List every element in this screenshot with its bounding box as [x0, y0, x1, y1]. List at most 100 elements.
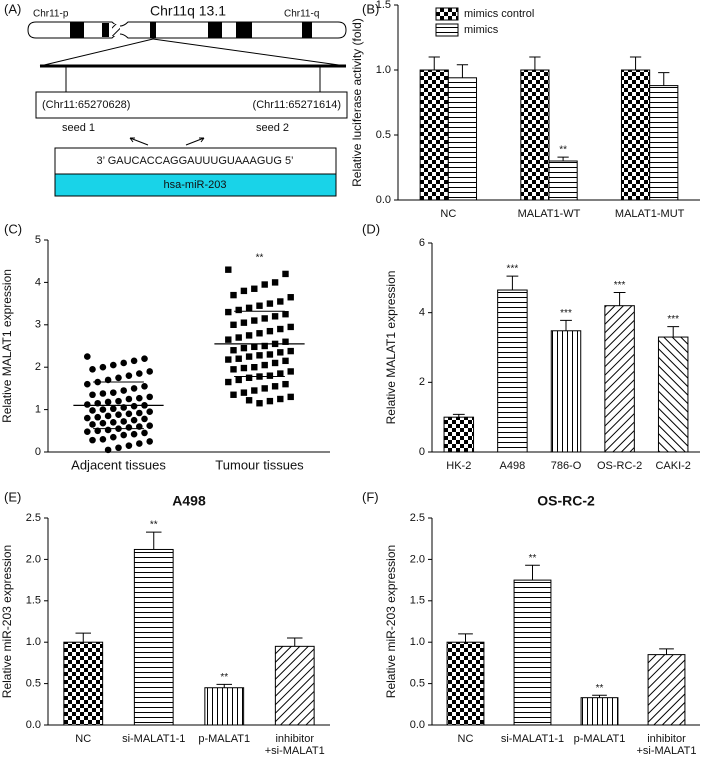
- diagram-title: Chr11q 13.1: [150, 3, 226, 19]
- bar: [520, 69, 550, 201]
- bands: [70, 22, 312, 38]
- point: [99, 419, 107, 427]
- point: [271, 279, 279, 286]
- x-tick-label: OS-RC-2: [597, 460, 642, 472]
- point: [84, 414, 91, 422]
- bar: [580, 697, 619, 726]
- arm-label: Chr11-p: [33, 9, 69, 20]
- y-axis-label: Relative luciferase activity (fold): [350, 18, 364, 187]
- point: [89, 366, 96, 373]
- point: [146, 422, 153, 430]
- bar: [620, 69, 651, 201]
- point: [240, 364, 248, 372]
- point: [146, 438, 153, 445]
- point: [245, 397, 253, 404]
- point: [251, 285, 258, 292]
- point: [266, 397, 274, 405]
- x-tick-label: inhibitor +si-MALAT1: [265, 733, 325, 757]
- panel-label: (E): [4, 489, 21, 504]
- point: [136, 409, 143, 417]
- x-tick-label: inhibitor +si-MALAT1: [636, 733, 696, 757]
- y-tick-label: 2.5: [410, 512, 425, 524]
- y-tick-label: 0.5: [26, 678, 41, 690]
- point: [120, 431, 127, 439]
- x-tick-label: 786-O: [551, 460, 582, 472]
- bar: [447, 77, 478, 201]
- centromere: [112, 24, 120, 36]
- y-axis-label: Relative MALAT1 expression: [0, 269, 14, 423]
- error-bar: [529, 56, 541, 70]
- mirna-box: [54, 173, 337, 197]
- point: [89, 407, 96, 414]
- significance: ***: [614, 280, 626, 291]
- point: [141, 429, 148, 437]
- point: [84, 380, 91, 388]
- error-bar: [667, 326, 680, 338]
- point: [84, 353, 91, 360]
- error-bar: [592, 694, 607, 698]
- point: [282, 311, 289, 318]
- point: [104, 426, 112, 434]
- point: [99, 406, 107, 413]
- point: [99, 435, 107, 443]
- y-tick-label: 1.0: [26, 636, 41, 648]
- error-bar: [452, 413, 465, 418]
- point: [277, 395, 284, 403]
- point: [271, 383, 279, 390]
- significance: **: [529, 553, 537, 564]
- point: [230, 366, 237, 373]
- bar: [133, 548, 174, 726]
- bar: [513, 579, 552, 726]
- point: [282, 380, 289, 388]
- error-bar: [145, 531, 162, 550]
- error-bar: [629, 56, 642, 70]
- y-tick-label: 4: [419, 307, 425, 319]
- point: [125, 395, 133, 403]
- point: [240, 287, 248, 295]
- coord: (Chr11:65271614): [253, 99, 341, 111]
- point: [245, 374, 253, 381]
- x-tick-label: p-MALAT1: [574, 733, 626, 745]
- bar: [446, 641, 485, 726]
- point: [110, 389, 117, 396]
- significance: ***: [667, 314, 679, 325]
- chart-title: A498: [172, 493, 206, 509]
- point: [266, 300, 274, 307]
- panel-label: (F): [362, 489, 379, 504]
- point: [125, 410, 133, 418]
- point: [120, 387, 127, 394]
- y-tick-label: 6: [419, 237, 425, 249]
- panel-label: (B): [362, 1, 379, 16]
- point: [287, 393, 294, 401]
- x-tick-label: NC: [440, 208, 456, 220]
- diagram: (A) Chr11q 13.1 Chr11-p Chr11-q (Chr11:6…: [4, 1, 348, 197]
- point: [110, 405, 117, 413]
- bar: [649, 85, 679, 201]
- point: [245, 332, 253, 339]
- bar: [443, 416, 475, 453]
- point: [125, 442, 133, 449]
- y-tick-label: 0.0: [376, 194, 391, 206]
- legend-swatch: [435, 7, 459, 21]
- y-tick-label: 0: [419, 446, 425, 458]
- point: [261, 385, 268, 392]
- label-line: +si-MALAT1: [265, 745, 325, 757]
- y-axis-label: Relative MALAT1 expression: [384, 271, 398, 425]
- point: [125, 372, 133, 379]
- point: [94, 413, 101, 421]
- x-tick-label: CAKI-2: [655, 460, 690, 472]
- point: [115, 444, 122, 452]
- point: [277, 325, 284, 333]
- y-tick-label: 1.0: [376, 64, 391, 76]
- error-bar: [557, 156, 569, 161]
- x-tick-label: p-MALAT1: [198, 733, 250, 745]
- y-tick-label: 2: [419, 376, 425, 388]
- point: [130, 357, 138, 365]
- point: [136, 440, 143, 447]
- error-bar: [525, 564, 540, 581]
- x-tick-label: NC: [75, 733, 91, 745]
- y-tick-label: 2: [35, 361, 41, 373]
- legend-label: mimics: [464, 24, 499, 36]
- y-tick-label: 0.5: [410, 678, 425, 690]
